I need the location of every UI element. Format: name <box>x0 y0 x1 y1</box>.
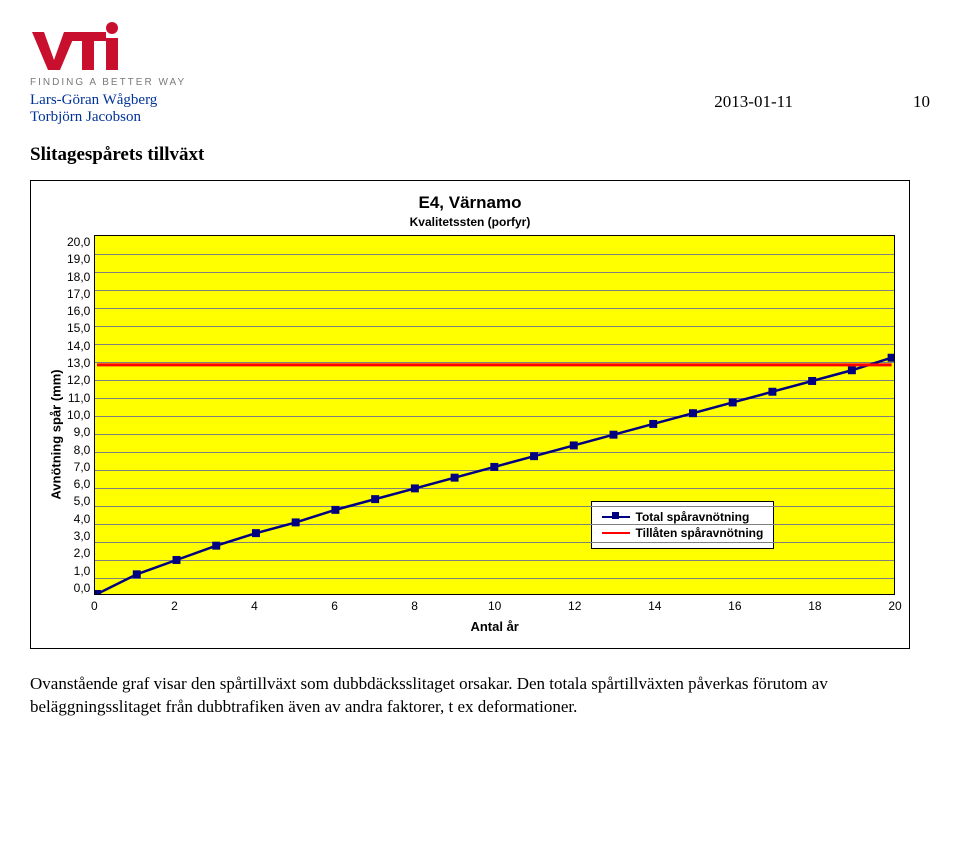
series-marker <box>571 442 578 449</box>
author-2: Torbjörn Jacobson <box>30 109 157 126</box>
chart-frame: E4, Värnamo Kvalitetssten (porfyr) Avnöt… <box>30 180 910 649</box>
series-marker <box>173 557 180 564</box>
series-marker <box>134 571 141 578</box>
chart-subtitle: Kvalitetssten (porfyr) <box>45 215 895 229</box>
x-tick: 0 <box>91 599 98 613</box>
logo-tagline: FINDING A BETTER WAY <box>30 77 930 88</box>
caption-paragraph: Ovanstående graf visar den spårtillväxt … <box>30 673 910 719</box>
series-marker <box>372 496 379 503</box>
chart-title: E4, Värnamo <box>45 193 895 213</box>
y-tick: 11,0 <box>68 391 90 405</box>
y-tick: 19,0 <box>67 252 90 266</box>
y-tick: 10,0 <box>67 408 90 422</box>
vti-logo-icon <box>30 20 125 75</box>
y-tick: 13,0 <box>67 356 90 370</box>
series-marker <box>809 378 816 385</box>
y-axis-label-wrap: Avnötning spår (mm) <box>45 235 67 634</box>
x-tick: 14 <box>648 599 661 613</box>
series-marker <box>253 530 260 537</box>
y-tick: 18,0 <box>67 270 90 284</box>
series-marker <box>213 542 220 549</box>
x-tick: 20 <box>888 599 901 613</box>
x-axis-label: Antal år <box>94 619 895 634</box>
x-tick: 4 <box>251 599 258 613</box>
y-tick: 0,0 <box>74 581 91 595</box>
y-tick: 8,0 <box>74 443 91 457</box>
y-axis-ticks: 20,0 19,0 18,0 17,0 16,0 15,0 14,0 13,0 12,0 11,0… <box>67 235 94 595</box>
document-date: 2013-01-11 <box>714 92 793 112</box>
series-svg <box>95 236 894 594</box>
y-tick: 6,0 <box>74 477 91 491</box>
x-tick: 18 <box>808 599 821 613</box>
series-marker <box>888 354 894 361</box>
y-tick: 7,0 <box>74 460 91 474</box>
y-tick: 12,0 <box>67 373 90 387</box>
series-marker <box>690 410 697 417</box>
y-axis-label: Avnötning spår (mm) <box>49 369 64 499</box>
plot-area: Total spåravnötningTillåten spåravnötnin… <box>94 235 895 595</box>
page-number: 10 <box>913 92 930 112</box>
x-tick: 12 <box>568 599 581 613</box>
y-tick: 9,0 <box>74 425 91 439</box>
y-tick: 14,0 <box>67 339 90 353</box>
x-axis-ticks: 02468101214161820 <box>94 599 895 615</box>
y-tick: 17,0 <box>67 287 90 301</box>
series-marker <box>849 367 856 374</box>
series-marker <box>769 388 776 395</box>
y-tick: 4,0 <box>74 512 91 526</box>
series-marker <box>451 474 458 481</box>
y-tick: 16,0 <box>67 304 90 318</box>
series-marker <box>293 519 300 526</box>
x-tick: 2 <box>171 599 178 613</box>
document-header: Lars-Göran Wågberg Torbjörn Jacobson 201… <box>30 92 930 126</box>
series-marker <box>95 591 101 594</box>
y-tick: 1,0 <box>74 564 91 578</box>
y-tick: 20,0 <box>67 235 90 249</box>
x-tick: 10 <box>488 599 501 613</box>
series-marker <box>412 485 419 492</box>
author-1: Lars-Göran Wågberg <box>30 92 157 109</box>
series-marker <box>730 399 737 406</box>
series-marker <box>491 463 498 470</box>
section-title: Slitagespårets tillväxt <box>30 144 930 166</box>
logo: FINDING A BETTER WAY <box>30 20 930 88</box>
x-tick: 16 <box>728 599 741 613</box>
y-tick: 3,0 <box>74 529 91 543</box>
series-marker <box>531 453 538 460</box>
x-tick: 8 <box>411 599 418 613</box>
series-marker <box>610 431 617 438</box>
series-marker <box>332 506 339 513</box>
authors: Lars-Göran Wågberg Torbjörn Jacobson <box>30 92 157 126</box>
y-tick: 15,0 <box>67 321 90 335</box>
y-tick: 5,0 <box>74 494 91 508</box>
x-tick: 6 <box>331 599 338 613</box>
series-marker <box>650 420 657 427</box>
y-tick: 2,0 <box>74 546 91 560</box>
